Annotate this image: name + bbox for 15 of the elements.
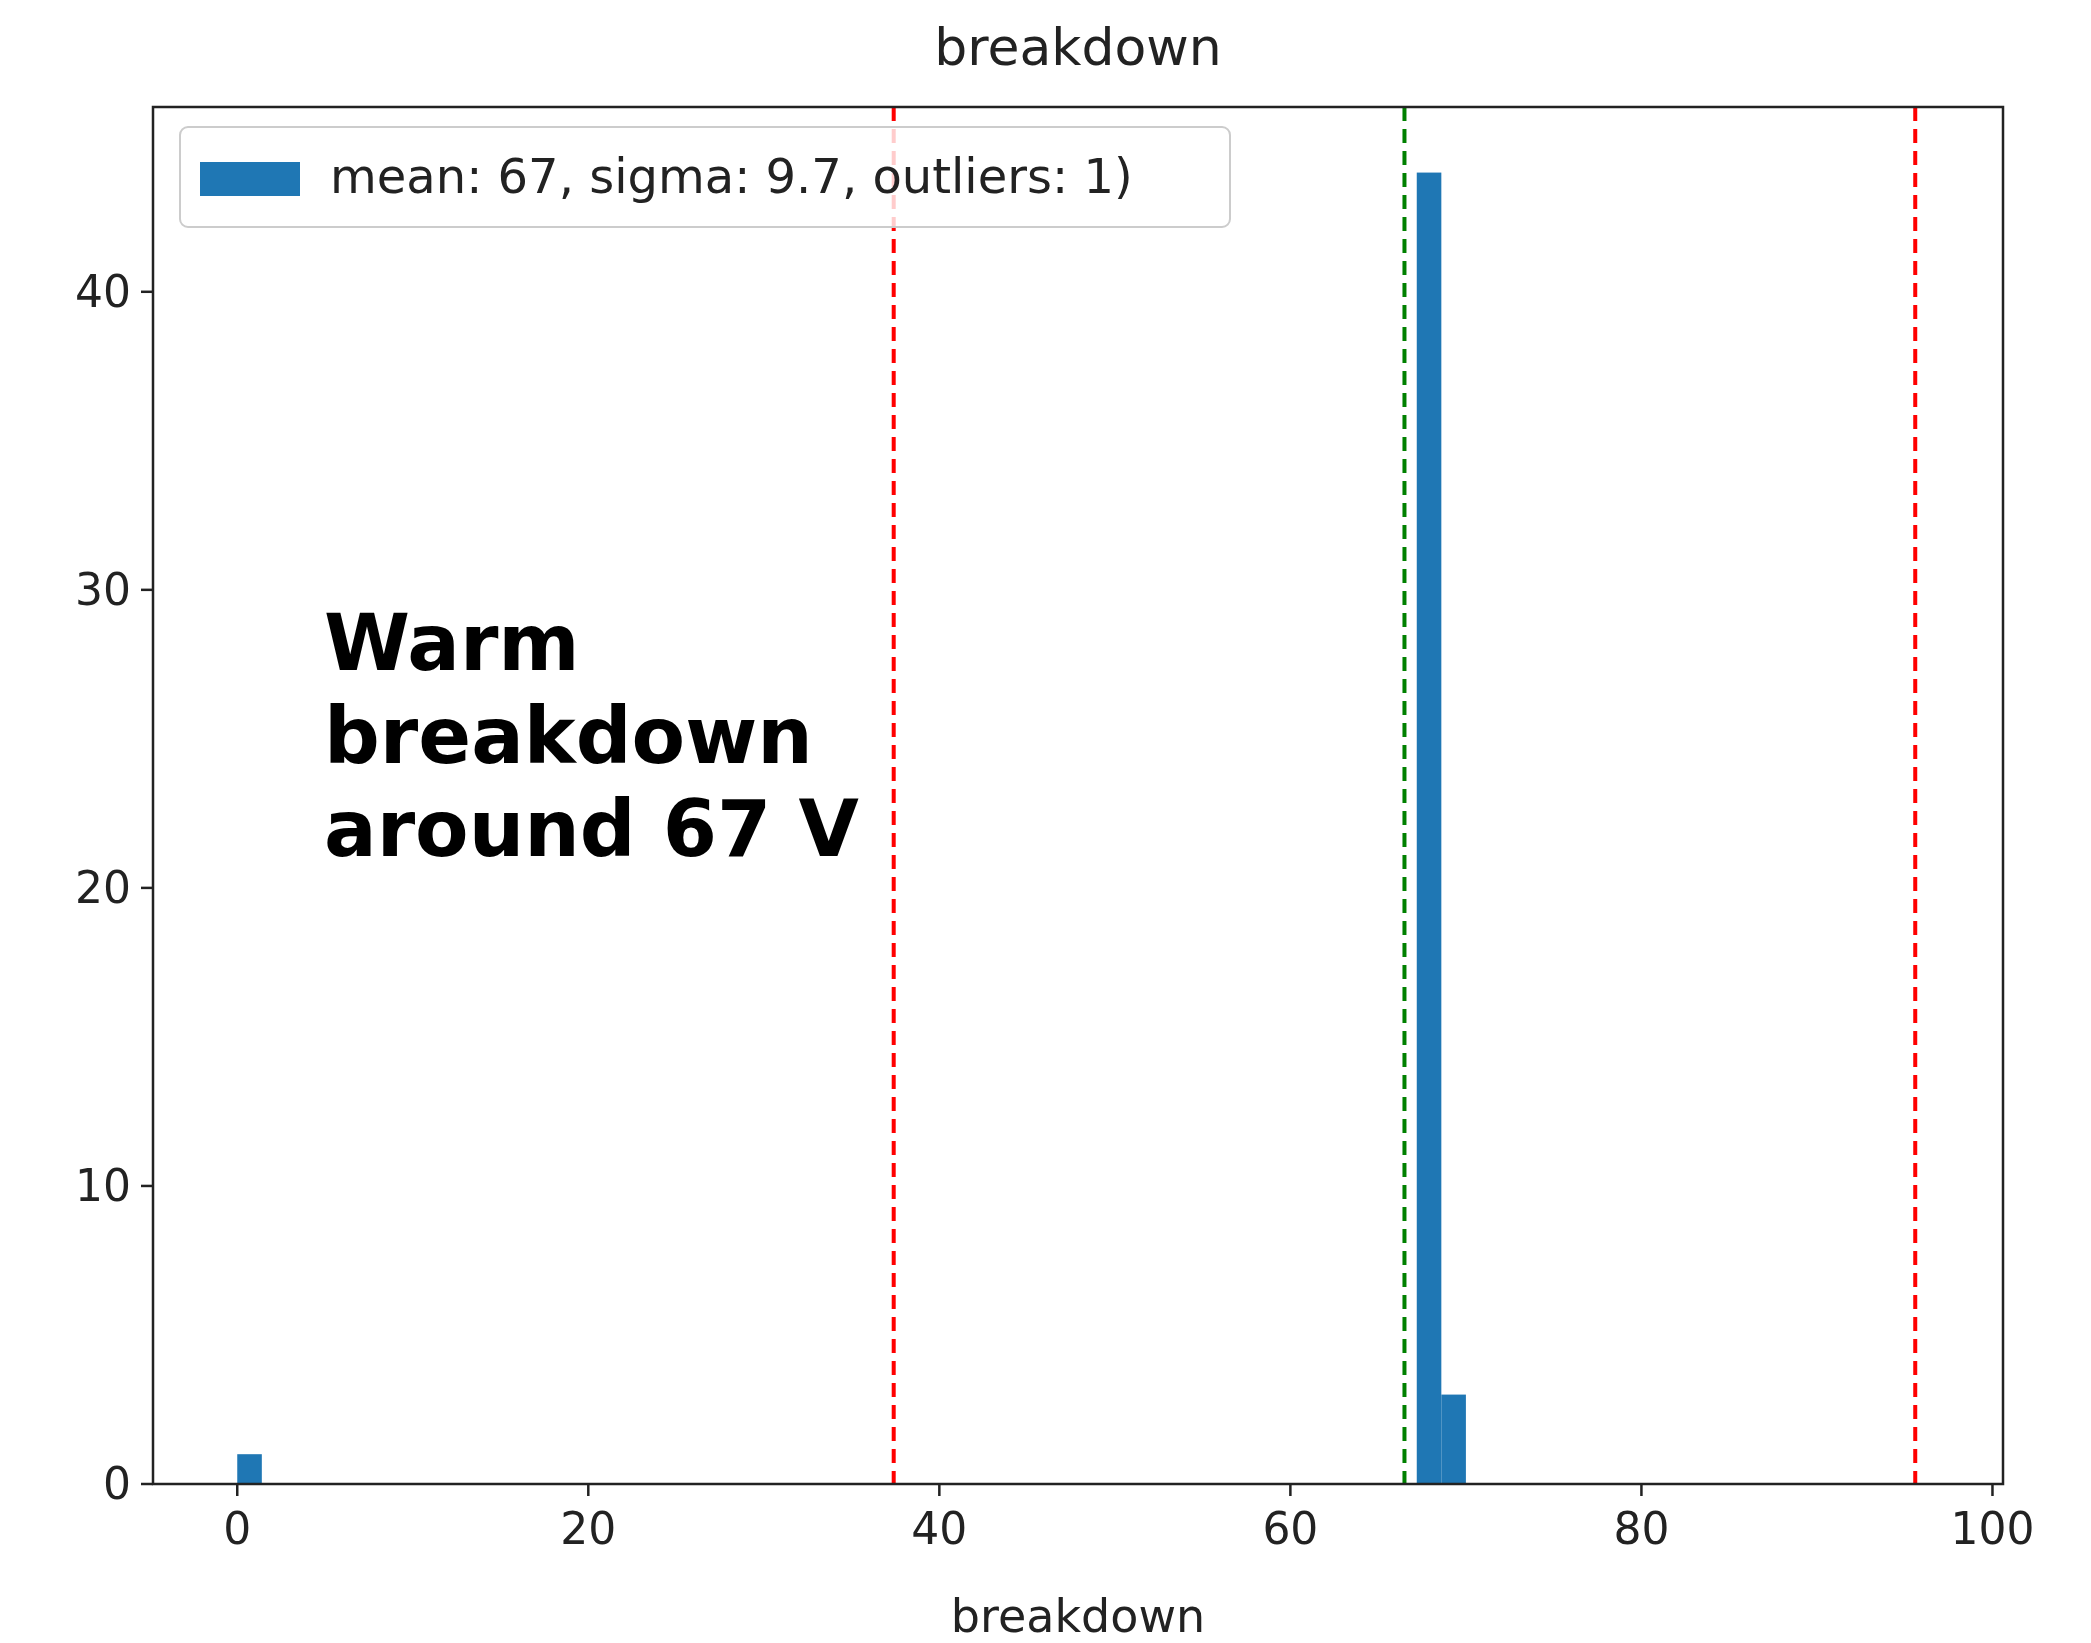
y-tick-label: 10 (75, 1159, 131, 1211)
legend-label: mean: 67, sigma: 9.7, outliers: 1) (330, 148, 1133, 204)
chart-title: breakdown (934, 17, 1222, 77)
y-tick-label: 20 (75, 861, 131, 913)
x-tick-label: 100 (1950, 1503, 2035, 1554)
y-tick-label: 30 (75, 563, 131, 615)
x-tick-label: 60 (1262, 1503, 1319, 1554)
x-axis-title: breakdown (950, 1589, 1206, 1643)
x-tick-label: 0 (223, 1503, 252, 1554)
y-tick-label: 0 (103, 1458, 131, 1509)
x-tick-label: 80 (1613, 1503, 1670, 1554)
x-tick-label: 20 (560, 1503, 617, 1554)
y-tick-label: 40 (75, 265, 131, 317)
annotation: Warm breakdown around 67 V (324, 598, 859, 874)
x-tick-label: 40 (911, 1503, 968, 1554)
